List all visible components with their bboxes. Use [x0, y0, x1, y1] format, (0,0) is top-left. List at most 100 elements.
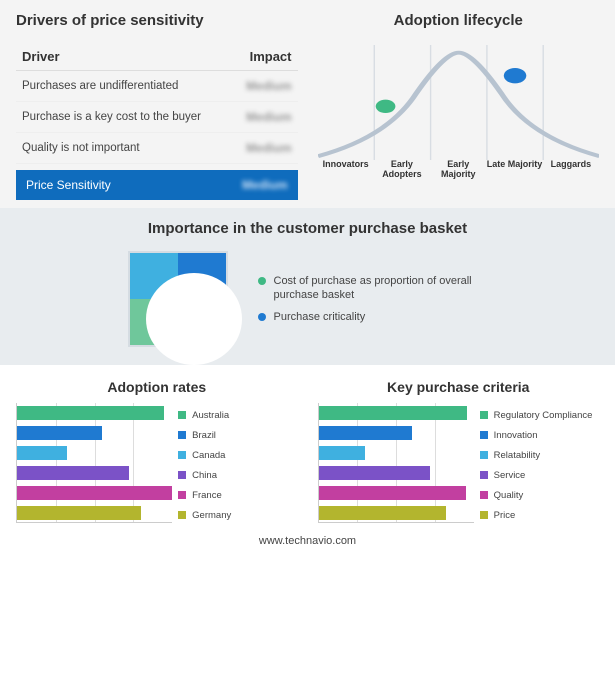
legend-item: France: [178, 485, 297, 505]
drivers-header-impact: Impact: [250, 49, 292, 64]
legend-swatch: [178, 431, 186, 439]
driver-label: Purchases are undifferentiated: [22, 80, 178, 92]
legend-item: Germany: [178, 505, 297, 525]
bar: [17, 466, 129, 480]
bar: [17, 446, 67, 460]
lifecycle-chart: Innovators Early Adopters Early Majority…: [318, 45, 600, 190]
legend-label: Service: [494, 470, 526, 481]
legend-dot: [258, 313, 266, 321]
legend-item: Innovation: [480, 425, 599, 445]
bottom-section: Adoption rates Australia Brazil Canada Chin…: [0, 365, 615, 529]
grid-line: [95, 403, 96, 522]
legend-label: Quality: [494, 490, 524, 501]
drivers-summary-value: Medium: [242, 178, 287, 192]
legend-label: Innovation: [494, 430, 538, 441]
driver-label: Purchase is a key cost to the buyer: [22, 111, 201, 123]
bar: [319, 446, 366, 460]
basket-title: Importance in the customer purchase bask…: [16, 220, 599, 237]
legend-dot: [258, 277, 266, 285]
purchase-criteria-legend: Regulatory Compliance Innovation Relatabil…: [480, 403, 599, 525]
purchase-criteria-chart: [318, 403, 474, 523]
legend-label: France: [192, 490, 222, 501]
legend-item: China: [178, 465, 297, 485]
legend-label: Australia: [192, 410, 229, 421]
drivers-header-driver: Driver: [22, 49, 60, 64]
driver-impact: Medium: [246, 79, 291, 93]
bar: [319, 486, 466, 500]
legend-item: Quality: [480, 485, 599, 505]
phase-label: Late Majority: [486, 160, 542, 180]
legend-label: Brazil: [192, 430, 216, 441]
phase-label: Early Adopters: [374, 160, 430, 180]
drivers-title: Drivers of price sensitivity: [16, 12, 298, 29]
legend-swatch: [480, 511, 488, 519]
legend-label: Canada: [192, 450, 225, 461]
bar: [319, 406, 468, 420]
driver-impact: Medium: [246, 141, 291, 155]
legend-label: Price: [494, 510, 516, 521]
drivers-panel: Drivers of price sensitivity Driver Impa…: [16, 12, 298, 200]
drivers-summary-label: Price Sensitivity: [26, 178, 111, 192]
adoption-rates-panel: Adoption rates Australia Brazil Canada Chin…: [16, 379, 298, 525]
legend-item: Relatability: [480, 445, 599, 465]
bar: [17, 426, 102, 440]
top-section: Drivers of price sensitivity Driver Impa…: [0, 0, 615, 208]
phase-label: Laggards: [543, 160, 599, 180]
legend-swatch: [480, 491, 488, 499]
legend-item: Price: [480, 505, 599, 525]
lifecycle-curve: [318, 53, 600, 156]
legend-swatch: [178, 511, 186, 519]
lifecycle-marker-2: [503, 68, 526, 83]
basket-quadrant: [128, 251, 228, 347]
basket-section: Importance in the customer purchase bask…: [0, 208, 615, 365]
grid-line: [133, 403, 134, 522]
adoption-rates-title: Adoption rates: [16, 379, 298, 395]
drivers-table: Driver Impact Purchases are undifferenti…: [16, 45, 298, 200]
bar: [17, 406, 164, 420]
driver-impact: Medium: [246, 110, 291, 124]
legend-label: China: [192, 470, 217, 481]
bar: [17, 506, 141, 520]
bar: [17, 486, 172, 500]
grid-line: [56, 403, 57, 522]
lifecycle-marker-1: [375, 100, 395, 113]
lifecycle-title: Adoption lifecycle: [318, 12, 600, 29]
purchase-criteria-title: Key purchase criteria: [318, 379, 600, 395]
bar: [319, 466, 431, 480]
legend-swatch: [178, 491, 186, 499]
legend-item: Australia: [178, 405, 297, 425]
bar: [319, 506, 446, 520]
legend-swatch: [480, 431, 488, 439]
legend-text: Cost of purchase as proportion of overal…: [274, 274, 488, 303]
legend-label: Regulatory Compliance: [494, 410, 593, 421]
legend-item: Canada: [178, 445, 297, 465]
adoption-rates-legend: Australia Brazil Canada China France Germany: [178, 403, 297, 525]
purchase-criteria-body: Regulatory Compliance Innovation Relatabil…: [318, 403, 600, 525]
legend-label: Relatability: [494, 450, 540, 461]
table-row: Purchases are undifferentiated Medium: [16, 71, 298, 102]
drivers-header-row: Driver Impact: [16, 45, 298, 71]
legend-swatch: [480, 471, 488, 479]
legend-label: Germany: [192, 510, 231, 521]
legend-item: Purchase criticality: [258, 310, 488, 324]
lifecycle-svg: [318, 45, 600, 160]
legend-swatch: [178, 471, 186, 479]
phase-label: Innovators: [318, 160, 374, 180]
footer-text: www.technavio.com: [0, 529, 615, 557]
lifecycle-panel: Adoption lifecycle Innovators Early Adop…: [318, 12, 600, 200]
lifecycle-labels: Innovators Early Adopters Early Majority…: [318, 160, 600, 180]
basket-dot: [146, 273, 242, 365]
basket-body: Cost of purchase as proportion of overal…: [16, 251, 599, 347]
legend-item: Brazil: [178, 425, 297, 445]
legend-text: Purchase criticality: [274, 310, 366, 324]
purchase-criteria-panel: Key purchase criteria Regulatory Complia…: [318, 379, 600, 525]
table-row: Purchase is a key cost to the buyer Medi…: [16, 102, 298, 133]
phase-label: Early Majority: [430, 160, 486, 180]
legend-swatch: [178, 411, 186, 419]
legend-item: Regulatory Compliance: [480, 405, 599, 425]
basket-legend: Cost of purchase as proportion of overal…: [258, 266, 488, 333]
legend-swatch: [480, 451, 488, 459]
grid-line: [357, 403, 358, 522]
drivers-summary-row: Price Sensitivity Medium: [16, 170, 298, 200]
table-row: Quality is not important Medium: [16, 133, 298, 164]
